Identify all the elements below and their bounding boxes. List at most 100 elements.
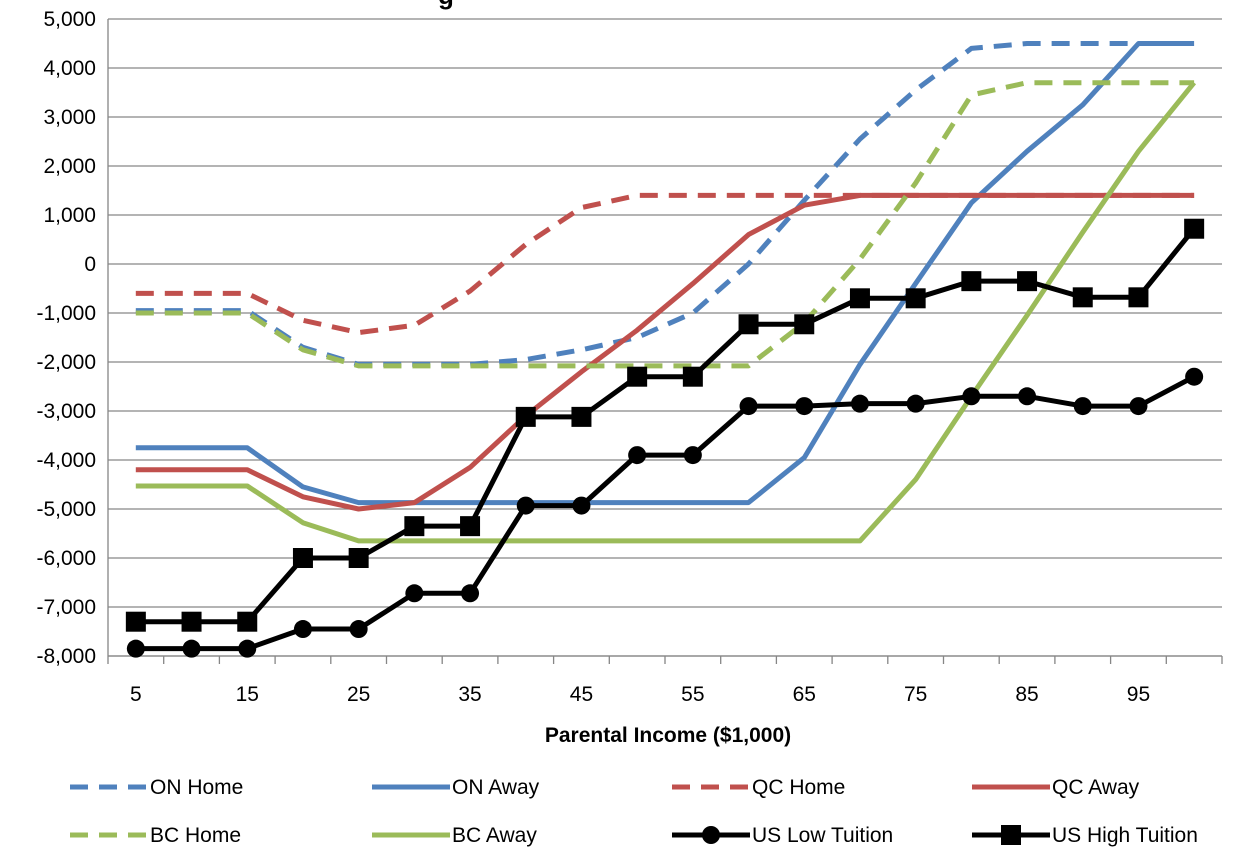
point-us-low-tuition-marker (795, 397, 814, 416)
chart-title-fragment: g (438, 0, 454, 10)
x-tick-label: 95 (1127, 683, 1150, 706)
series-line-qc-away (135, 192, 1195, 512)
point-us-high-tuition-marker (1184, 218, 1205, 239)
legend-item-bc-home: BC Home (70, 824, 241, 847)
y-tick-label: 4,000 (43, 57, 96, 80)
point-us-low-tuition-marker (628, 446, 647, 465)
point-us-high-tuition-marker (905, 288, 926, 309)
legend-item-us-high-tuition: US High Tuition (972, 824, 1198, 847)
point-us-low-tuition-marker (572, 496, 591, 515)
y-tick-label: -5,000 (36, 498, 96, 521)
legend-label: QC Away (1052, 776, 1140, 799)
point-us-low-tuition-marker (1185, 367, 1204, 386)
point-us-low-tuition-marker (1073, 397, 1092, 416)
point-us-low-tuition-marker (182, 639, 201, 658)
y-tick-label: -8,000 (36, 645, 96, 668)
legend-label: US High Tuition (1052, 824, 1198, 847)
y-tick-label: -2,000 (36, 351, 96, 374)
series-line-on-home (135, 41, 1195, 367)
point-us-low-tuition-marker (1018, 387, 1037, 406)
legend-label: ON Home (150, 776, 243, 799)
x-tick-label: 45 (570, 683, 593, 706)
point-us-low-tuition-marker (405, 584, 424, 603)
series-on-home (135, 41, 1195, 367)
point-us-low-tuition-marker (739, 397, 758, 416)
point-us-high-tuition-marker (849, 288, 870, 309)
x-tick-label: 75 (904, 683, 927, 706)
y-tick-label: 3,000 (43, 106, 96, 129)
point-us-low-tuition-marker (516, 496, 535, 515)
point-us-high-tuition-marker (181, 611, 202, 632)
legend-item-us-low-tuition: US Low Tuition (672, 824, 893, 847)
series-us-high-tuition (125, 218, 1205, 632)
point-us-low-tuition-marker (293, 620, 312, 639)
x-axis-tick-labels: 5 15 25 35 45 55 65 75 85 95 (130, 683, 1150, 706)
legend: ON Home ON Away QC Home QC Away BC Home BC Aw… (70, 776, 1198, 847)
point-us-high-tuition-marker (1128, 287, 1149, 308)
series-bc-away (135, 81, 1197, 544)
x-tick-label: 85 (1015, 683, 1038, 706)
gridlines (108, 18, 1222, 657)
point-us-high-tuition-marker (292, 548, 313, 568)
series-line-us-low-tuition (135, 374, 1196, 652)
series-on-away (135, 41, 1195, 506)
point-us-high-tuition-marker (627, 366, 648, 387)
y-tick-label: 1,000 (43, 204, 96, 227)
series-line-on-away (135, 41, 1195, 506)
point-us-high-tuition-marker (961, 271, 982, 292)
legend-item-on-home: ON Home (70, 776, 243, 799)
series-line-bc-home (135, 80, 1195, 369)
y-tick-label: 2,000 (43, 155, 96, 178)
legend-label: QC Home (752, 776, 845, 799)
point-us-low-tuition-marker (238, 639, 257, 658)
point-us-low-tuition-marker (1129, 397, 1148, 416)
legend-item-on-away: ON Away (372, 776, 540, 799)
legend-label: BC Home (150, 824, 241, 847)
point-us-low-tuition-marker (850, 394, 869, 413)
point-us-high-tuition-marker (460, 516, 481, 537)
point-us-high-tuition-marker (794, 314, 815, 335)
series-qc-away (135, 192, 1195, 512)
x-tick-label: 65 (793, 683, 816, 706)
series-line-bc-away (135, 81, 1197, 544)
series-lines (125, 41, 1205, 658)
point-us-high-tuition-marker (682, 366, 703, 387)
y-axis-tick-labels: -8,000 -7,000 -6,000 -5,000 -4,000 -3,000 -2,0… (36, 8, 96, 668)
point-us-low-tuition-marker (683, 446, 702, 465)
x-tick-label: 5 (130, 683, 142, 706)
x-axis-label: Parental Income ($1,000) (545, 724, 791, 747)
point-us-high-tuition-marker (515, 406, 536, 427)
point-us-high-tuition-marker (571, 406, 592, 427)
y-tick-label: -7,000 (36, 596, 96, 619)
legend-item-qc-home: QC Home (672, 776, 845, 799)
y-tick-label: -6,000 (36, 547, 96, 570)
axes (107, 19, 1223, 664)
legend-marker (702, 826, 720, 844)
point-us-high-tuition-marker (404, 516, 425, 537)
legend-label: ON Away (452, 776, 540, 799)
point-us-low-tuition-marker (906, 394, 925, 413)
series-us-low-tuition (126, 367, 1204, 658)
x-tick-label: 25 (347, 683, 370, 706)
y-tick-label: 0 (84, 253, 96, 276)
series-bc-home (135, 80, 1195, 369)
point-us-high-tuition-marker (125, 611, 146, 632)
legend-item-qc-away: QC Away (972, 776, 1140, 799)
point-us-high-tuition-marker (1072, 287, 1093, 308)
point-us-low-tuition-marker (962, 387, 981, 406)
point-us-low-tuition-marker (349, 620, 368, 639)
point-us-high-tuition-marker (237, 611, 258, 632)
y-tick-label: -4,000 (36, 449, 96, 472)
point-us-low-tuition-marker (126, 639, 145, 658)
point-us-high-tuition-marker (738, 314, 759, 335)
x-tick-label: 15 (236, 683, 259, 706)
legend-marker (1001, 825, 1021, 845)
y-tick-label: -1,000 (36, 302, 96, 325)
y-tick-label: -3,000 (36, 400, 96, 423)
point-us-high-tuition-marker (1017, 271, 1038, 292)
legend-label: BC Away (452, 824, 537, 847)
y-tick-label: 5,000 (43, 8, 96, 31)
legend-label: US Low Tuition (752, 824, 893, 847)
point-us-low-tuition-marker (461, 584, 480, 603)
